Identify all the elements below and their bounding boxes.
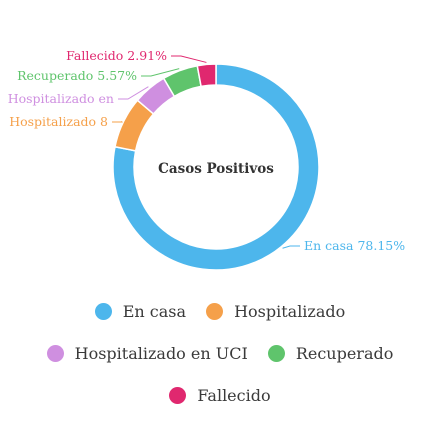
- leader-line-fallecido: [171, 55, 207, 63]
- leader-line-hospitalizado: [112, 120, 123, 123]
- slice-label-fallecido: Fallecido 2.91%: [66, 48, 167, 63]
- center-label: Casos Positivos: [158, 161, 274, 177]
- legend-item-en-casa[interactable]: En casa: [94, 301, 187, 321]
- slice-label-en-casa: En casa 78.15%: [304, 238, 405, 253]
- legend-row-1: En casa Hospitalizado: [0, 290, 440, 332]
- legend: En casa Hospitalizado Hospitalizado en U…: [0, 290, 440, 416]
- legend-row-2: Hospitalizado en UCI Recuperado: [0, 332, 440, 374]
- legend-item-hospitalizado[interactable]: Hospitalizado: [206, 302, 345, 321]
- legend-dot-icon: [206, 302, 224, 320]
- legend-item-recuperado[interactable]: Recuperado: [267, 343, 394, 363]
- legend-item-hospitalizado-en-uci[interactable]: Hospitalizado en UCI: [46, 343, 248, 363]
- leader-line-en-casa: [282, 245, 300, 249]
- donut-slice-en-casa[interactable]: [112, 63, 320, 271]
- legend-label: Hospitalizado en UCI: [74, 343, 248, 363]
- donut-chart: En casa 78.15% Hospitalizado 8 Hospitaliza…: [8, 48, 406, 271]
- legend-label: Fallecido: [197, 385, 271, 405]
- legend-dot-icon: [169, 386, 187, 404]
- legend-label: En casa: [122, 301, 187, 321]
- legend-dot-icon: [94, 302, 112, 320]
- donut-slice-fallecido[interactable]: [196, 63, 217, 88]
- legend-label: Recuperado: [295, 343, 394, 363]
- slice-label-hospitalizado: Hospitalizado 8: [9, 114, 108, 129]
- slice-label-hospitalizado-en-uci: Hospitalizado en: [8, 91, 114, 106]
- slice-labels: En casa 78.15% Hospitalizado 8 Hospitaliza…: [8, 48, 406, 253]
- leader-line-hospitalizado-en-uci: [118, 86, 149, 100]
- legend-label: Hospitalizado: [234, 301, 346, 321]
- donut-slices: [112, 63, 320, 271]
- legend-row-3: Fallecido: [0, 374, 440, 416]
- legend-dot-icon: [267, 344, 285, 362]
- legend-dot-icon: [46, 344, 64, 362]
- leader-line-recuperado: [141, 68, 180, 77]
- slice-label-recuperado: Recuperado 5.57%: [17, 68, 137, 83]
- label-leader-lines: [112, 55, 300, 249]
- legend-item-fallecido[interactable]: Fallecido: [169, 385, 271, 405]
